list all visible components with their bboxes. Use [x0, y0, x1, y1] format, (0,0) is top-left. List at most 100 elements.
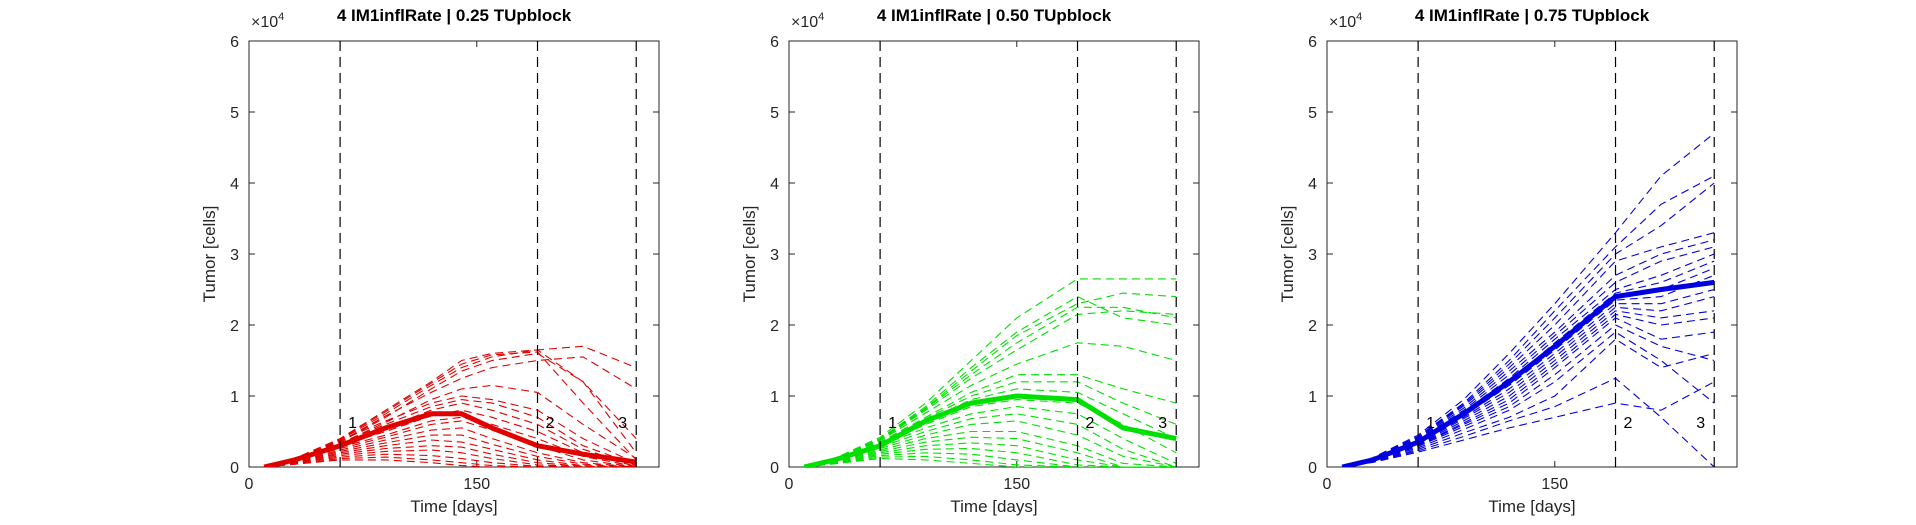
chart-2-simulation-line-19: [804, 457, 1177, 467]
chart-2-simulation-line-18: [804, 455, 1177, 467]
chart-3-xtick-label: 150: [1541, 476, 1568, 493]
chart-3-phase-label-1: 1: [1426, 415, 1435, 432]
chart-3-simulation-line-5: [1342, 239, 1715, 467]
chart-3-simulation-line-12: [1342, 296, 1715, 467]
chart-3-y-exponent: 4: [1356, 11, 1362, 23]
chart-3: 0 1 2 3 4 5 6 0 150 ×104 4 IM1inflRate | 0.75 TUpb…: [1278, 6, 1738, 516]
chart-3-simulation-line-19: [1342, 377, 1715, 467]
chart-1-xlabel: Time [days]: [410, 497, 497, 516]
chart-2-ytick-label: 3: [770, 247, 779, 264]
chart-3-xlabel: Time [days]: [1488, 497, 1575, 516]
chart-1-ylabel: Tumor [cells]: [200, 206, 219, 303]
chart-2-phase-label-2: 2: [1086, 415, 1095, 432]
chart-2-plot-area: [803, 278, 1177, 467]
chart-2-simulation-line-4: [804, 310, 1177, 467]
chart-2-ylabel: Tumor [cells]: [740, 206, 759, 303]
chart-1-ytick-label: 0: [230, 460, 239, 477]
chart-2-ytick-label: 2: [770, 318, 779, 335]
chart-2-simulation-line-1: [804, 278, 1177, 467]
chart-1-ytick-label: 5: [230, 105, 239, 122]
chart-1-ytick-label: 4: [230, 176, 239, 193]
chart-2-simulation-line-5: [804, 342, 1177, 467]
chart-1-title: 4 IM1inflRate | 0.25 TUpblock: [337, 6, 572, 25]
chart-2-title: 4 IM1inflRate | 0.50 TUpblock: [877, 6, 1112, 25]
chart-1-xtick-label: 150: [463, 476, 490, 493]
chart-3-ytick-label: 5: [1308, 105, 1317, 122]
chart-2-simulation-line-14: [804, 436, 1177, 467]
chart-1: 0 1 2 3 4 5 6 0 150 ×104 4 IM1inflRate | 0.25 TUpb…: [200, 6, 660, 516]
chart-1-simulation-line-18: [264, 459, 637, 467]
chart-2-xlabel: Time [days]: [950, 497, 1037, 516]
chart-2-ytick-label: 5: [770, 105, 779, 122]
chart-2-simulation-line-20: [804, 292, 1177, 467]
chart-3-mean-line: [1341, 279, 1715, 467]
chart-2-simulation-line-17: [804, 452, 1177, 467]
chart-2-simulation-line-16: [804, 447, 1177, 467]
chart-2-ytick-label: 6: [770, 34, 779, 51]
chart-1-phase-label-2: 2: [546, 415, 555, 432]
chart-1-ytick-label: 6: [230, 34, 239, 51]
chart-1-phase-label-3: 3: [618, 415, 627, 432]
chart-1-simulation-line-15: [264, 449, 637, 467]
chart-3-simulation-line-2: [1342, 175, 1715, 467]
chart-1-y-exponent-label: ×104: [251, 11, 284, 31]
chart-3-simulation-line-4: [1342, 232, 1715, 467]
chart-1-simulation-line-19: [264, 351, 637, 467]
chart-3-simulation-line-11: [1342, 288, 1715, 467]
chart-3-simulation-line-18: [1342, 338, 1715, 467]
chart-2-simulation-line-13: [804, 430, 1177, 467]
chart-1-simulation-line-13: [264, 439, 637, 467]
chart-2-ytick-label: 4: [770, 176, 779, 193]
chart-1-xtick-label: 0: [245, 476, 254, 493]
chart-3-ytick-label: 4: [1308, 176, 1317, 193]
chart-3-y-exponent-label: ×104: [1329, 11, 1362, 31]
chart-3-phase-label-2: 2: [1624, 415, 1633, 432]
chart-2-phase-label-1: 1: [888, 415, 897, 432]
chart-2-simulation-line-6: [804, 374, 1177, 467]
chart-2-mean-line: [803, 393, 1177, 467]
chart-3-simulation-line-7: [1342, 253, 1715, 467]
chart-1-mean-line: [263, 411, 637, 467]
chart-3-plot-area: [1341, 132, 1715, 467]
chart-1-ytick-label: 2: [230, 318, 239, 335]
chart-1-simulation-line-11: [264, 427, 637, 467]
chart-2-simulation-line-3: [804, 306, 1177, 467]
chart-1-ytick-label: 3: [230, 247, 239, 264]
chart-3-simulation-line-17: [1342, 331, 1715, 467]
chart-3-ytick-label: 3: [1308, 247, 1317, 264]
chart-3-simulation-line-1: [1342, 132, 1715, 467]
chart-3-ytick-label: 6: [1308, 34, 1317, 51]
chart-1-plot-area: [263, 345, 637, 467]
chart-1-simulation-line-17: [264, 456, 637, 467]
chart-3-simulation-line-6: [1342, 246, 1715, 467]
chart-3-simulation-line-3: [1342, 182, 1715, 467]
chart-3-simulation-line-13: [1342, 310, 1715, 467]
chart-1-simulation-line-12: [264, 434, 637, 467]
chart-2-xtick-label: 150: [1003, 476, 1030, 493]
chart-2-ytick-label: 0: [770, 460, 779, 477]
chart-1-y-exponent: 4: [278, 11, 284, 23]
chart-1-phase-label-1: 1: [348, 415, 357, 432]
chart-2-simulation-line-15: [804, 442, 1177, 467]
chart-2-ytick-label: 1: [770, 389, 779, 406]
chart-2-simulation-line-2: [804, 295, 1177, 467]
chart-3-ytick-label: 2: [1308, 318, 1317, 335]
chart-3-simulation-line-10: [1342, 274, 1715, 467]
chart-2-simulation-line-10: [804, 406, 1177, 467]
chart-2: 0 1 2 3 4 5 6 0 150 ×104 4 IM1inflRate | 0.50 TUpb…: [740, 6, 1200, 516]
chart-2-y-exponent: 4: [818, 11, 824, 23]
chart-2-xtick-label: 0: [785, 476, 794, 493]
chart-1-ytick-label: 1: [230, 389, 239, 406]
chart-3-ytick-label: 1: [1308, 389, 1317, 406]
chart-1-axes-box: [248, 40, 660, 468]
chart-3-xtick-label: 0: [1323, 476, 1332, 493]
chart-3-simulation-line-14: [1342, 313, 1715, 467]
chart-3-ylabel: Tumor [cells]: [1278, 206, 1297, 303]
chart-3-title: 4 IM1inflRate | 0.75 TUpblock: [1415, 6, 1650, 25]
chart-2-y-exponent-label: ×104: [791, 11, 824, 31]
chart-1-simulation-line-16: [264, 453, 637, 467]
chart-3-ytick-label: 0: [1308, 460, 1317, 477]
chart-3-simulation-line-20: [1342, 381, 1715, 467]
chart-1-simulation-line-1: [264, 349, 637, 467]
